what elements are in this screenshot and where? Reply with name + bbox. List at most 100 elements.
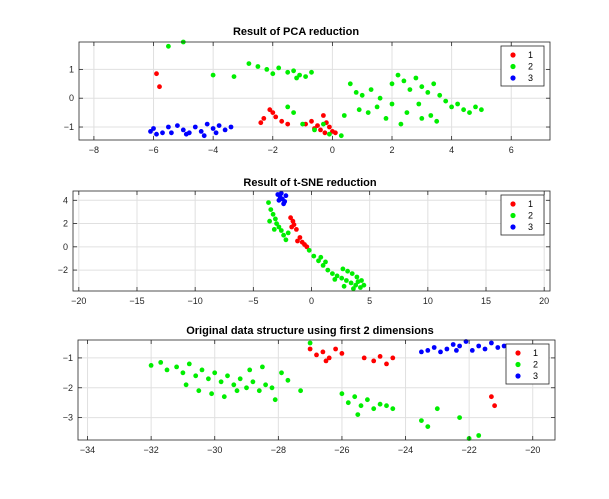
original-point-2 (339, 391, 345, 397)
pca-point-2 (231, 74, 237, 79)
original-y-tick-label: −2 (63, 383, 73, 393)
original-point-2 (148, 363, 154, 368)
tsne-point-2 (351, 286, 356, 292)
tsne-point-2 (285, 230, 291, 236)
original-y-tick-label: −1 (63, 353, 73, 363)
original-point-1 (489, 394, 494, 400)
original-point-3 (438, 349, 443, 355)
original-point-2 (365, 397, 370, 403)
pca-x-tick-label: 2 (389, 145, 394, 155)
original-x-tick-label: −28 (271, 445, 286, 455)
pca-point-2 (431, 81, 437, 87)
pca-point-1 (154, 71, 159, 77)
tsne-point-2 (273, 216, 278, 222)
tsne-point-2 (361, 282, 367, 288)
pca-point-2 (365, 110, 371, 115)
pca-point-3 (175, 123, 180, 128)
tsne-point-2 (276, 224, 282, 230)
tsne-point-1 (289, 224, 295, 230)
original-point-2 (390, 406, 396, 412)
tsne-point-2 (316, 258, 321, 264)
tsne-point-2 (358, 285, 363, 290)
original-legend-label-1: 1 (533, 348, 538, 358)
pca-point-2 (285, 69, 291, 75)
pca-point-2 (449, 104, 454, 110)
pca-point-2 (276, 65, 282, 71)
original-title: Original data structure using first 2 di… (186, 325, 434, 337)
original-point-2 (231, 382, 237, 388)
tsne-point-2 (311, 253, 317, 259)
pca-point-2 (210, 72, 216, 78)
pca-point-2 (398, 121, 404, 127)
pca-point-2 (327, 131, 332, 137)
original-point-3 (457, 343, 462, 349)
original-point-3 (495, 345, 501, 350)
original-point-2 (234, 388, 240, 394)
pca-point-2 (353, 90, 359, 95)
tsne-point-2 (332, 277, 338, 282)
pca-point-1 (270, 110, 276, 115)
original-point-1 (333, 346, 338, 352)
original-point-2 (419, 418, 424, 423)
pca-x-tick-label: 4 (449, 145, 454, 155)
original-point-3 (501, 343, 507, 349)
pca-point-3 (204, 121, 210, 127)
pca-point-2 (437, 92, 443, 98)
pca-point-2 (297, 72, 302, 78)
original-point-2 (358, 403, 364, 409)
tsne-point-1 (297, 235, 303, 240)
tsne-point-2 (274, 221, 279, 227)
original-x-tick-label: −24 (398, 445, 413, 455)
original-point-2 (279, 370, 284, 376)
original-point-2 (377, 401, 383, 407)
tsne-point-2 (355, 279, 361, 285)
pca-legend-marker-1 (510, 52, 516, 58)
pca-x-tick-label: 6 (509, 145, 514, 155)
tsne-point-3 (281, 201, 286, 207)
original-x-tick-label: −22 (461, 445, 476, 455)
tsne-legend-label-1: 1 (528, 199, 533, 209)
original-y-tick-label: −3 (63, 413, 73, 423)
original-legend-marker-3 (515, 373, 521, 379)
tsne-y-tick-label: −2 (58, 265, 68, 275)
original-point-2 (193, 373, 199, 379)
pca-point-2 (300, 121, 305, 127)
pca-point-2 (434, 118, 440, 124)
pca-point-3 (201, 133, 207, 139)
original-point-3 (450, 342, 456, 347)
tsne-point-1 (294, 227, 299, 232)
pca-point-2 (321, 121, 326, 127)
original-legend-label-3: 3 (533, 371, 538, 381)
tsne-y-tick-label: 2 (63, 219, 68, 229)
pca-point-1 (318, 127, 323, 133)
original-point-3 (425, 348, 431, 353)
tsne-point-2 (349, 271, 355, 276)
tsne-legend-label-2: 2 (528, 211, 533, 221)
pca-point-2 (401, 78, 407, 84)
pca-point-2 (264, 67, 270, 72)
pca-x-tick-label: −6 (148, 145, 158, 155)
original-point-2 (371, 406, 377, 412)
pca-point-1 (321, 113, 326, 118)
original-point-2 (244, 385, 249, 391)
pca-legend-label-3: 3 (528, 73, 533, 83)
tsne-point-2 (341, 283, 347, 289)
tsne-point-2 (271, 227, 277, 232)
pca-point-2 (255, 64, 261, 69)
pca-point-2 (455, 101, 460, 107)
pca-point-1 (315, 123, 320, 128)
tsne-point-2 (344, 278, 349, 283)
original-axes-frame (77, 339, 556, 441)
original-x-tick-label: −26 (334, 445, 349, 455)
original-point-2 (212, 370, 218, 376)
tsne-x-tick-label: 5 (367, 296, 372, 306)
pca-legend-marker-2 (510, 63, 516, 70)
pca-y-tick-label: 0 (69, 93, 74, 103)
tsne-x-tick-label: −15 (129, 296, 144, 306)
original-point-2 (345, 400, 351, 406)
original-point-2 (285, 377, 291, 383)
tsne-point-1 (288, 215, 293, 221)
original-point-2 (180, 370, 186, 376)
original-point-3 (431, 345, 437, 350)
